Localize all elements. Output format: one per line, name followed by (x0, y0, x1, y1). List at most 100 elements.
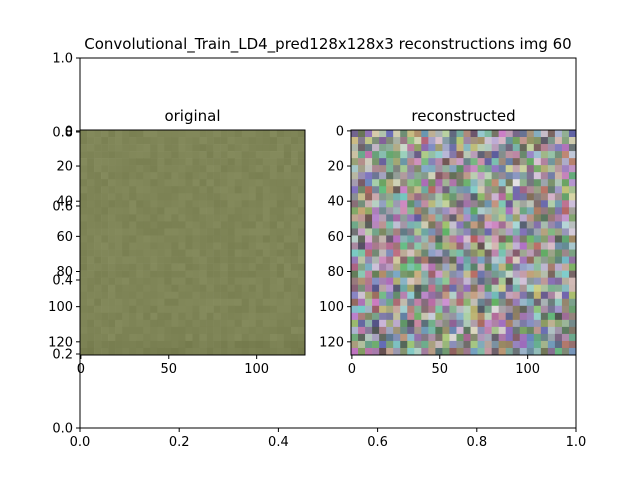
original-pixel (241, 235, 250, 243)
original-pixel (101, 144, 109, 152)
original-pixel (171, 193, 179, 201)
reconstructed-pixel (498, 214, 506, 222)
reconstructed-pixel (505, 347, 514, 356)
reconstructed-pixel (498, 312, 506, 321)
reconstructed-pixel (351, 151, 359, 159)
original-pixel (199, 291, 207, 300)
reconstructed-pixel (519, 319, 528, 328)
original-pixel (164, 172, 172, 180)
reconstructed-pixel (393, 249, 401, 257)
original-pixel (115, 151, 123, 159)
reconstructed-pixel (477, 200, 485, 208)
reconstructed-pixel (540, 249, 549, 257)
reconstructed-pixel (505, 207, 514, 215)
original-pixel (87, 151, 95, 159)
reconstructed-pixel (372, 312, 380, 321)
original-pixel (171, 144, 179, 152)
reconstructed-pixel (365, 249, 373, 257)
reconstructed-pixel (547, 144, 556, 152)
original-pixel (297, 298, 306, 307)
original-pixel (171, 298, 179, 307)
original-pixel (297, 305, 306, 314)
background-x-tick-label: 0.6 (367, 435, 388, 450)
original-pixel (255, 291, 264, 300)
reconstructed-pixel (358, 186, 366, 194)
original-pixel (220, 242, 228, 250)
original-pixel (241, 347, 250, 356)
reconstructed-pixel (358, 347, 366, 356)
reconstructed-pixel (379, 172, 387, 180)
background-x-tick-label: 0.2 (169, 435, 190, 450)
reconstructed-pixel (498, 207, 506, 215)
original-pixel (262, 263, 271, 271)
original-pixel (297, 284, 306, 293)
original-pixel (241, 130, 250, 138)
original-pixel (234, 144, 243, 152)
reconstructed-pixel (519, 326, 528, 335)
reconstructed-pixel (561, 193, 570, 201)
original-pixel (136, 249, 144, 257)
original-pixel (297, 193, 306, 201)
reconstructed-pixel (435, 333, 443, 342)
original-pixel (192, 158, 200, 166)
original-pixel (101, 214, 109, 222)
original-pixel (80, 298, 88, 307)
original-pixel (206, 144, 214, 152)
original-pixel (241, 151, 250, 159)
reconstructed-pixel (498, 298, 506, 307)
original-pixel (150, 347, 158, 356)
original-pixel (227, 235, 235, 243)
original-pixel (185, 130, 193, 138)
reconstructed-pixel (358, 256, 366, 264)
original-pixel (276, 333, 285, 342)
reconstructed-pixel (477, 242, 485, 250)
original-pixel (101, 291, 109, 300)
reconstructed-pixel (449, 200, 457, 208)
original-pixel (248, 165, 257, 173)
reconstructed-pixel (519, 291, 528, 300)
original-pixel (185, 305, 193, 314)
original-pixel (129, 221, 137, 229)
original-pixel (290, 270, 299, 278)
original-pixel (283, 179, 292, 187)
original-pixel (206, 242, 214, 250)
reconstructed-pixel (519, 242, 528, 250)
original-pixel (185, 284, 193, 293)
figure-title: Convolutional_Train_LD4_pred128x128x3 re… (84, 35, 571, 54)
reconstructed-pixel (379, 179, 387, 187)
reconstructed-pixel (547, 298, 556, 307)
original-pixel (185, 193, 193, 201)
reconstructed-pixel (435, 158, 443, 166)
original-pixel (129, 151, 137, 159)
original-pixel (94, 298, 102, 307)
reconstructed-pixel (561, 270, 570, 278)
original-pixel (283, 137, 292, 145)
reconstructed-pixel (561, 221, 570, 229)
original-pixel (220, 165, 228, 173)
reconstructed-pixel (540, 305, 549, 314)
original-pixel (199, 165, 207, 173)
reconstructed-pixel (407, 186, 415, 194)
original-pixel (150, 151, 158, 159)
original-pixel (157, 221, 165, 229)
original-pixel (283, 207, 292, 215)
reconstructed-pixel (484, 319, 492, 328)
original-pixel (213, 186, 221, 194)
reconstructed-pixel (358, 207, 366, 215)
reconstructed-pixel (484, 256, 492, 264)
original-pixel (199, 242, 207, 250)
original-pixel (276, 256, 285, 264)
reconstructed-pixel (358, 263, 366, 271)
reconstructed-pixel (477, 326, 485, 335)
reconstructed-pixel (400, 151, 408, 159)
reconstructed-pixel (428, 235, 436, 243)
reconstructed-pixel (561, 130, 570, 138)
original-pixel (185, 249, 193, 257)
original-pixel (150, 284, 158, 293)
reconstructed-pixel (498, 165, 506, 173)
reconstructed-pixel (456, 263, 464, 271)
original-pixel (297, 277, 306, 285)
reconstructed-pixel (568, 242, 577, 250)
reconstructed-pixel (561, 144, 570, 152)
original-pixel (185, 165, 193, 173)
